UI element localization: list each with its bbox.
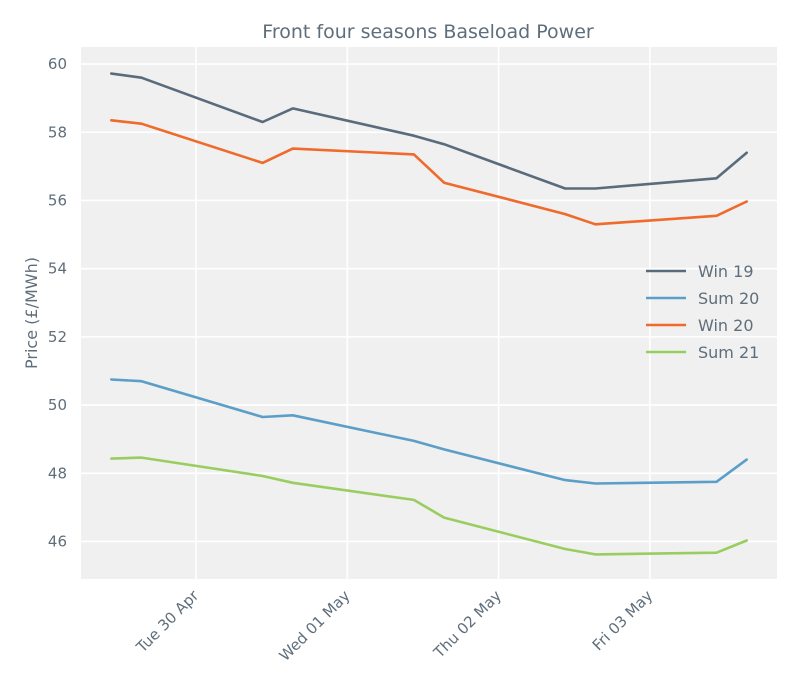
x-tick-label: Fri 03 May [589,587,657,655]
y-tick-label: 60 [48,55,67,73]
series-line-win-19 [110,72,749,190]
x-tick-label: Wed 01 May [276,587,354,665]
y-tick-label: 56 [48,191,67,209]
y-tick-label: 54 [48,260,67,278]
y-tick-label: 48 [48,464,67,482]
y-tick-labels: 46 48 50 52 54 56 58 60 [48,55,67,550]
legend-label-win-20: Win 20 [698,316,754,335]
series-lines [110,72,749,556]
legend-label-win-19: Win 19 [698,262,754,281]
legend-label-sum-20: Sum 20 [698,289,759,308]
legend-label-sum-21: Sum 21 [698,343,759,362]
x-tick-label: Tue 30 Apr [132,586,203,657]
series-line-sum-20 [110,378,749,485]
chart-title: Front four seasons Baseload Power [262,21,594,43]
plot-area [81,47,777,579]
x-tick-label: Thu 02 May [429,587,505,663]
y-tick-label: 58 [48,123,67,141]
x-tick-labels: Tue 30 Apr Wed 01 May Thu 02 May Fri 03 May [132,586,656,665]
series-line-win-20 [110,119,749,226]
y-tick-label: 52 [48,328,67,346]
series-line-sum-21 [110,456,749,556]
y-gridlines [81,63,777,543]
y-tick-label: 46 [48,532,67,550]
y-axis-label: Price (£/MWh) [22,257,41,369]
y-tick-label: 50 [48,396,67,414]
legend: Win 19 Sum 20 Win 20 Sum 21 [646,262,759,362]
